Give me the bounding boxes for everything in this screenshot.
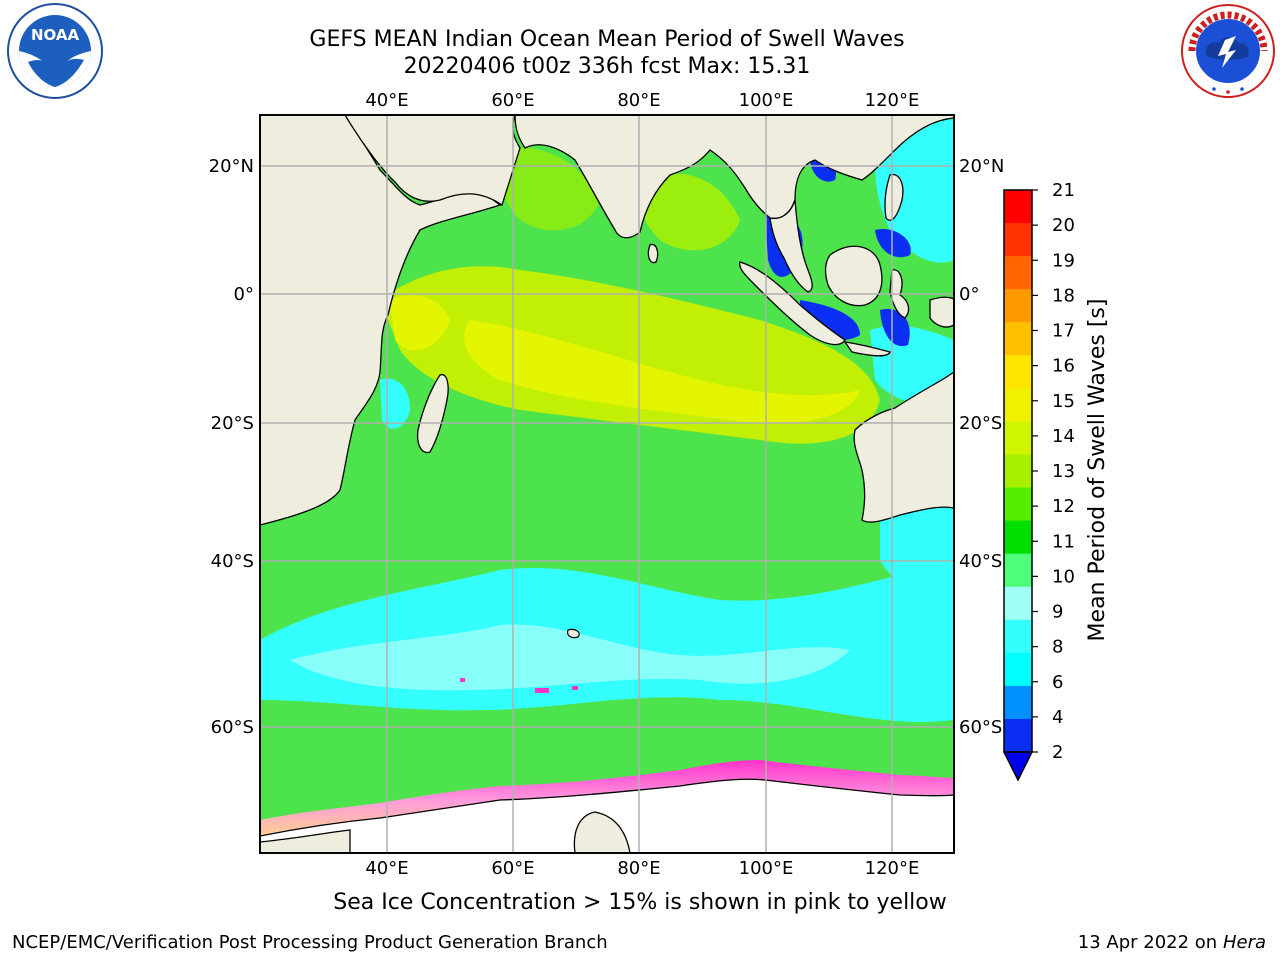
lat-label-right: 20°S [959,413,1002,434]
colorbar-tick-label: 18 [1052,285,1075,306]
map-frame [259,114,955,854]
colorbar-swatch [1004,388,1032,422]
sea-ice-caption: Sea Ice Concentration > 15% is shown in … [333,890,947,915]
australia [853,371,954,523]
borneo [824,245,883,307]
colorbar-swatch [1004,487,1032,522]
colorbar-tick-label: 6 [1052,672,1063,693]
colorbar-swatch [1004,652,1032,687]
arabian-peninsula [344,115,521,207]
colorbar-tick-label: 20 [1052,215,1075,236]
lon-label-top: 60°E [491,90,534,111]
graticule [260,115,954,853]
ice-patch [535,688,549,693]
lat-label-left: 60°S [211,717,254,738]
colorbar-swatch [1004,586,1032,621]
india-and-south-asia [514,115,954,239]
lat-label-left: 0° [234,284,254,305]
new-guinea [929,296,954,328]
blue-zone-celebes [875,229,911,258]
lat-label-left: 40°S [211,551,254,572]
madagascar [416,373,449,454]
colorbar-tick-label: 15 [1052,391,1075,412]
colorbar-tick-label: 11 [1052,531,1075,552]
colorbar-tick-label: 16 [1052,356,1075,377]
noaa-logo-text: NOAA [31,26,80,44]
colorbar: 2 4 6 8 9 10 11 12 13 14 15 16 17 18 19 20 21 [1002,180,1075,782]
colorbar-tick-label: 2 [1052,742,1063,763]
footer-producer: NCEP/EMC/Verification Post Processing Pr… [12,932,608,953]
colorbar-tick-label: 4 [1052,707,1063,728]
antarctica-land-far-west [260,829,351,853]
lon-label-top: 100°E [739,90,794,111]
yellow-west-region [390,295,450,351]
lon-label-top: 120°E [865,90,920,111]
lat-label-right: 60°S [959,717,1002,738]
colorbar-tick-label: 8 [1052,637,1063,658]
colorbar-swatch [1004,322,1032,356]
map-subtitle: 20220406 t00z 336h fcst Max: 15.31 [403,54,811,79]
colorbar-swatch [1004,520,1032,555]
lat-label-right: 40°S [959,551,1002,572]
pacific-cyan-region [874,115,954,263]
ice-patch [460,678,465,682]
sri-lanka [647,243,659,264]
colorbar-swatch [1004,421,1032,455]
arabian-sea-swell [498,147,600,231]
antarctica-land-west [573,811,631,853]
map-title: GEFS MEAN Indian Ocean Mean Period of Sw… [309,27,905,52]
lon-label-bottom: 40°E [365,858,408,879]
java [843,341,891,357]
lat-label-left: 20°S [211,413,254,434]
footer-date-text: 13 Apr 2022 on [1077,932,1223,953]
colorbar-tick-label: 13 [1052,461,1075,482]
colorbar-swatch [1004,256,1032,290]
map-area [260,115,954,853]
colorbar-swatch [1004,355,1032,389]
footer-host: Hera [1222,932,1266,953]
ice-patch [572,686,578,690]
blue-zone-banda [880,309,910,347]
colorbar-tick-label: 10 [1052,566,1075,587]
colorbar-swatch [1004,718,1032,753]
colorbar-swatch [1004,223,1032,257]
colorbar-swatch [1004,289,1032,323]
malay-peninsula [769,199,813,293]
lat-label-right: 20°N [959,156,1004,177]
colorbar-tick-label: 21 [1052,180,1075,201]
colorbar-label: Mean Period of Swell Waves [s] [1085,299,1110,642]
colorbar-tick-label: 9 [1052,602,1063,623]
noaa-logo: NOAA [7,3,103,99]
lon-label-bottom: 80°E [617,858,660,879]
lon-label-bottom: 100°E [739,858,794,879]
lon-label-bottom: 60°E [491,858,534,879]
colorbar-swatch [1004,685,1032,720]
colorbar-swatch [1004,190,1032,224]
colorbar-extension [1002,751,1034,782]
colorbar-swatch [1004,553,1032,588]
lon-label-top: 40°E [365,90,408,111]
colorbar-swatch [1004,454,1032,489]
colorbar-tick-label: 17 [1052,321,1075,342]
bay-of-bengal-swell [638,173,740,251]
philippines [884,173,904,221]
national-weather-service-logo [1181,4,1275,98]
kerguelen-island [567,628,580,639]
footer-date: 13 Apr 2022 on Hera [1078,932,1266,953]
colorbar-tick-label: 12 [1052,496,1075,517]
colorbar-tick-label: 14 [1052,426,1075,447]
light-cyan-patch [290,624,850,691]
lat-label-left: 20°N [209,156,254,177]
colorbar-swatch [1004,619,1032,654]
yellow-peak-region [464,320,860,424]
lon-label-top: 80°E [617,90,660,111]
lon-label-bottom: 120°E [865,858,920,879]
colorbar-tick-label: 19 [1052,250,1075,271]
lat-label-right: 0° [959,284,979,305]
